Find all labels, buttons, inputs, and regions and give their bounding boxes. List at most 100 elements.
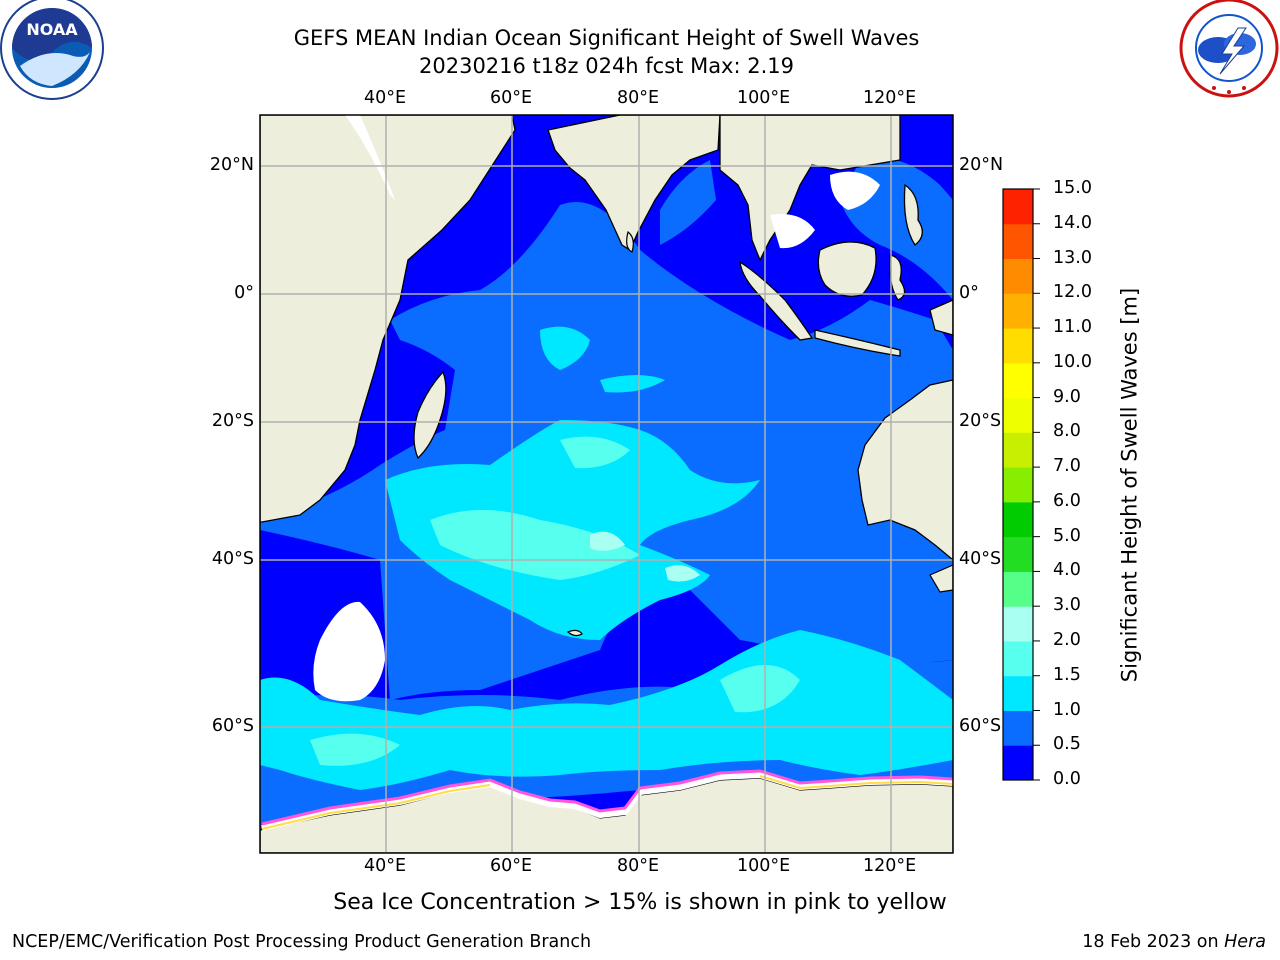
colorbar-segment [1003, 223, 1033, 260]
colorbar-segment [1003, 432, 1033, 468]
colorbar-segment [1003, 467, 1033, 503]
ice-region [313, 601, 385, 702]
land-kerguelen [566, 629, 583, 637]
lat-tick-right: 0° [959, 283, 979, 303]
colorbar-tick-label: 5.0 [1053, 525, 1081, 546]
ice-region [830, 171, 880, 210]
colorbar-tick-label: 3.0 [1053, 595, 1081, 616]
footer-date: 18 Feb 2023 on Hera [1082, 932, 1266, 952]
land-red-sea [345, 115, 395, 200]
colorbar-segment [1003, 571, 1033, 607]
colorbar-segment [1003, 536, 1033, 572]
footer-credit: NCEP/EMC/Verification Post Processing Pr… [12, 932, 592, 952]
ocean-band-1.0-1.5 [540, 326, 590, 370]
colorbar-tick-label: 4.0 [1053, 560, 1081, 581]
colorbar-tick-label: 2.0 [1053, 629, 1081, 650]
lat-tick-left: 40°S [211, 549, 254, 569]
colorbar-label: Significant Height of Swell Waves [m] [1117, 287, 1142, 683]
lon-tick-bottom: 60°E [490, 856, 533, 876]
ocean-band-0.5-1.0 [660, 160, 716, 245]
lat-tick-left: 20°N [209, 155, 254, 175]
colorbar-frame [1002, 188, 1034, 781]
map-subtitle: 20230216 t18z 024h fcst Max: 2.19 [419, 54, 794, 78]
colorbar-tick-label: 11.0 [1053, 317, 1092, 338]
colorbar-tick-label: 12.0 [1053, 282, 1092, 303]
ocean-band-2.0-3.0 [590, 531, 625, 551]
lat-tick-left: 0° [234, 283, 254, 303]
lon-tick-bottom: 100°E [737, 856, 791, 876]
land-africa-arabia [260, 115, 516, 523]
colorbar-segment [1003, 501, 1033, 538]
graticule [260, 115, 953, 853]
colorbar [1003, 188, 1040, 781]
footer-date-text: 18 Feb 2023 on [1082, 932, 1225, 952]
colorbar-segment [1003, 397, 1033, 433]
map-area [260, 115, 953, 853]
colorbar-tick-label: 1.0 [1053, 699, 1081, 720]
colorbar-tick-label: 13.0 [1053, 247, 1092, 268]
land-australia [857, 379, 953, 561]
colorbar-tick-label: 15.0 [1053, 178, 1092, 198]
colorbar-segment [1003, 640, 1033, 677]
sea-ice-edge [759, 775, 953, 790]
nws-logo [1179, 0, 1279, 98]
ocean-band-2.0-3.0 [665, 565, 700, 582]
lon-tick-top: 40°E [364, 88, 407, 108]
map-caption: Sea Ice Concentration > 15% is shown in … [333, 890, 947, 915]
map-title: GEFS MEAN Indian Ocean Significant Heigh… [293, 26, 920, 50]
lon-tick-bottom: 120°E [863, 856, 917, 876]
lat-tick-left: 20°S [211, 411, 254, 431]
colorbar-segment [1003, 293, 1033, 329]
ocean-band-1.5-2.0 [720, 665, 800, 713]
lat-tick-right: 20°N [959, 155, 1004, 175]
colorbar-segment [1003, 189, 1033, 225]
map-frame [259, 114, 954, 854]
noaa-logo-text: NOAA [26, 20, 78, 39]
lon-tick-top: 60°E [490, 88, 533, 108]
colorbar-tick-label: 1.5 [1053, 664, 1081, 685]
colorbar-segment [1003, 710, 1033, 746]
lat-tick-right: 40°S [959, 549, 1002, 569]
colorbar-tick-label: 0.5 [1053, 734, 1081, 755]
ocean-band-1.0-1.5 [600, 375, 665, 393]
colorbar-tick-label: 0.0 [1053, 769, 1081, 789]
lat-tick-right: 60°S [959, 716, 1002, 736]
colorbar-tick-label: 10.0 [1053, 351, 1092, 372]
colorbar-tick-label: 8.0 [1053, 421, 1081, 442]
lon-tick-bottom: 40°E [364, 856, 407, 876]
land-java [814, 329, 901, 357]
colorbar-segment [1003, 328, 1033, 364]
lon-tick-bottom: 80°E [617, 856, 660, 876]
colorbar-tick-label: 6.0 [1053, 490, 1081, 511]
colorbar-segment [1003, 675, 1033, 711]
lat-tick-right: 20°S [959, 411, 1002, 431]
land-madagascar [413, 370, 447, 460]
colorbar-segment [1003, 362, 1033, 399]
sea-ice-edge [261, 784, 491, 830]
lat-tick-left: 60°S [211, 716, 254, 736]
ocean-band-1.5-2.0 [560, 436, 630, 469]
land-new-guinea [929, 299, 953, 336]
colorbar-tick-label: 7.0 [1053, 456, 1081, 477]
noaa-logo: NOAA [0, 0, 104, 100]
sea-ice-edge [261, 769, 953, 826]
colorbar-segment [1003, 606, 1033, 642]
colorbar-tick-label: 9.0 [1053, 386, 1081, 407]
lon-tick-top: 120°E [863, 88, 917, 108]
lon-tick-top: 100°E [737, 88, 791, 108]
footer-host: Hera [1224, 932, 1266, 952]
land-sumatra [739, 260, 814, 341]
land-borneo [817, 241, 877, 297]
colorbar-segment [1003, 745, 1033, 781]
ice-region [770, 214, 815, 249]
colorbar-segment [1003, 258, 1033, 294]
lon-tick-top: 80°E [617, 88, 660, 108]
land-philippines [903, 183, 923, 246]
colorbar-tick-label: 14.0 [1053, 212, 1092, 233]
land-tasmania [929, 564, 953, 593]
land-sri-lanka [626, 230, 634, 253]
ocean-band-1.5-2.0 [430, 510, 640, 580]
ocean-band-1.5-2.0 [310, 733, 400, 766]
land-india [547, 115, 721, 251]
